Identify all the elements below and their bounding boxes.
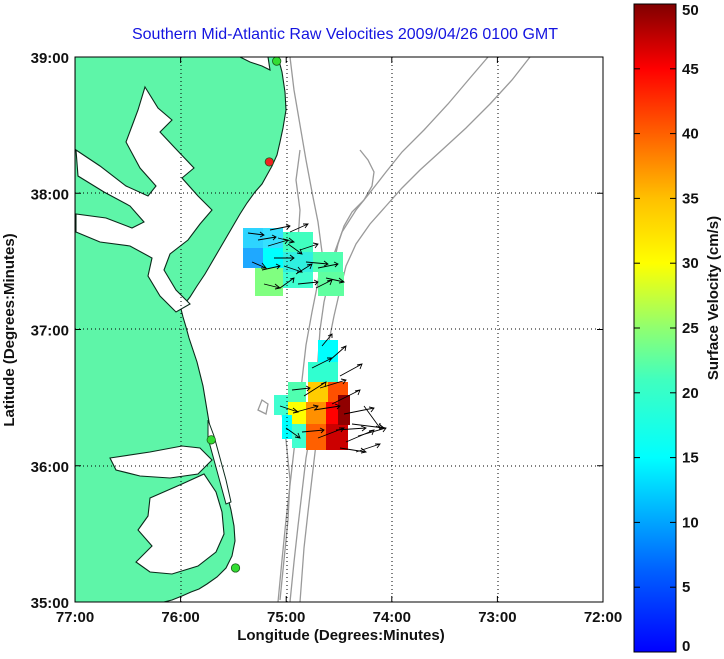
colorbar: 0 5 10 15 20 25 30 35 40 45 50 Surface Velocity (c… bbox=[633, 2, 722, 655]
velocity-cell bbox=[306, 424, 326, 450]
plot-area bbox=[75, 57, 603, 602]
y-tick-label: 38:00 bbox=[31, 186, 69, 203]
x-tick-label: 75:00 bbox=[267, 609, 305, 626]
colorbar-tick-label: 50 bbox=[682, 2, 699, 19]
colorbar-tick-label: 10 bbox=[682, 514, 699, 531]
station-marker bbox=[264, 157, 274, 167]
velocity-cell bbox=[274, 395, 288, 415]
y-tick-label: 39:00 bbox=[31, 50, 69, 67]
colorbar-label: Surface Velocity (cm/s) bbox=[705, 216, 722, 380]
velocity-cell bbox=[243, 248, 263, 268]
pamlico-sound bbox=[135, 473, 225, 575]
colorbar-tick-label: 20 bbox=[682, 385, 699, 402]
velocity-cell bbox=[313, 252, 343, 272]
velocity-cell bbox=[283, 252, 313, 272]
colorbar-tick-label: 0 bbox=[682, 638, 690, 655]
contour-south-wiggle bbox=[257, 399, 269, 415]
velocity-cell bbox=[318, 272, 344, 296]
colorbar-tick-label: 25 bbox=[682, 320, 699, 337]
colorbar-tick-label: 30 bbox=[682, 255, 699, 272]
delaware-bay bbox=[239, 57, 271, 71]
velocity-cell bbox=[282, 415, 292, 439]
colorbar-tick-label: 45 bbox=[682, 61, 699, 78]
velocity-cell bbox=[243, 228, 263, 248]
y-axis-label: Latitude (Degrees:Minutes) bbox=[1, 233, 18, 426]
colorbar-tick-label: 5 bbox=[682, 579, 690, 596]
x-axis-label: Longitude (Degrees:Minutes) bbox=[237, 627, 445, 644]
albemarle-sound bbox=[109, 445, 213, 479]
station-marker bbox=[230, 563, 241, 573]
velocity-cell bbox=[326, 424, 348, 450]
velocity-cell bbox=[263, 228, 283, 248]
velocity-cell bbox=[288, 382, 306, 402]
x-tick-label: 73:00 bbox=[478, 609, 516, 626]
velocity-cell bbox=[338, 395, 350, 425]
x-tick-label: 74:00 bbox=[373, 609, 411, 626]
velocity-cell bbox=[255, 268, 283, 296]
x-tick-label: 72:00 bbox=[584, 609, 622, 626]
colorbar-gradient bbox=[633, 3, 677, 653]
y-axis: 39:00 38:00 37:00 36:00 35:00 bbox=[31, 50, 603, 612]
x-axis: 77:00 76:00 75:00 74:00 73:00 72:00 bbox=[56, 57, 622, 626]
y-tick-label: 37:00 bbox=[31, 323, 69, 340]
radar-stations bbox=[206, 56, 282, 573]
x-tick-label: 76:00 bbox=[161, 609, 199, 626]
chesapeake-bay bbox=[75, 85, 213, 313]
colorbar-tick-label: 15 bbox=[682, 450, 699, 467]
grid-lines bbox=[75, 57, 603, 602]
y-tick-label: 36:00 bbox=[31, 459, 69, 476]
contour-slope bbox=[299, 57, 531, 602]
station-marker bbox=[206, 435, 216, 445]
velocity-cell bbox=[318, 340, 338, 362]
velocity-cell bbox=[308, 362, 338, 382]
velocity-cell bbox=[283, 272, 313, 288]
colorbar-ticks: 0 5 10 15 20 25 30 35 40 45 50 bbox=[634, 2, 699, 655]
velocity-arrows-south bbox=[279, 333, 387, 454]
velocity-cell bbox=[283, 232, 313, 252]
velocity-arrows-north bbox=[247, 223, 346, 290]
x-tick-label: 77:00 bbox=[56, 609, 94, 626]
colorbar-tick-label: 40 bbox=[682, 126, 699, 143]
station-marker bbox=[272, 56, 282, 66]
y-tick-label: 35:00 bbox=[31, 595, 69, 612]
colorbar-tick-label: 35 bbox=[682, 190, 699, 207]
chart-title: Southern Mid-Atlantic Raw Velocities 200… bbox=[132, 26, 558, 43]
velocity-cell bbox=[288, 402, 308, 424]
contour-mid-shelf bbox=[333, 149, 375, 263]
velocity-cell bbox=[263, 248, 283, 268]
